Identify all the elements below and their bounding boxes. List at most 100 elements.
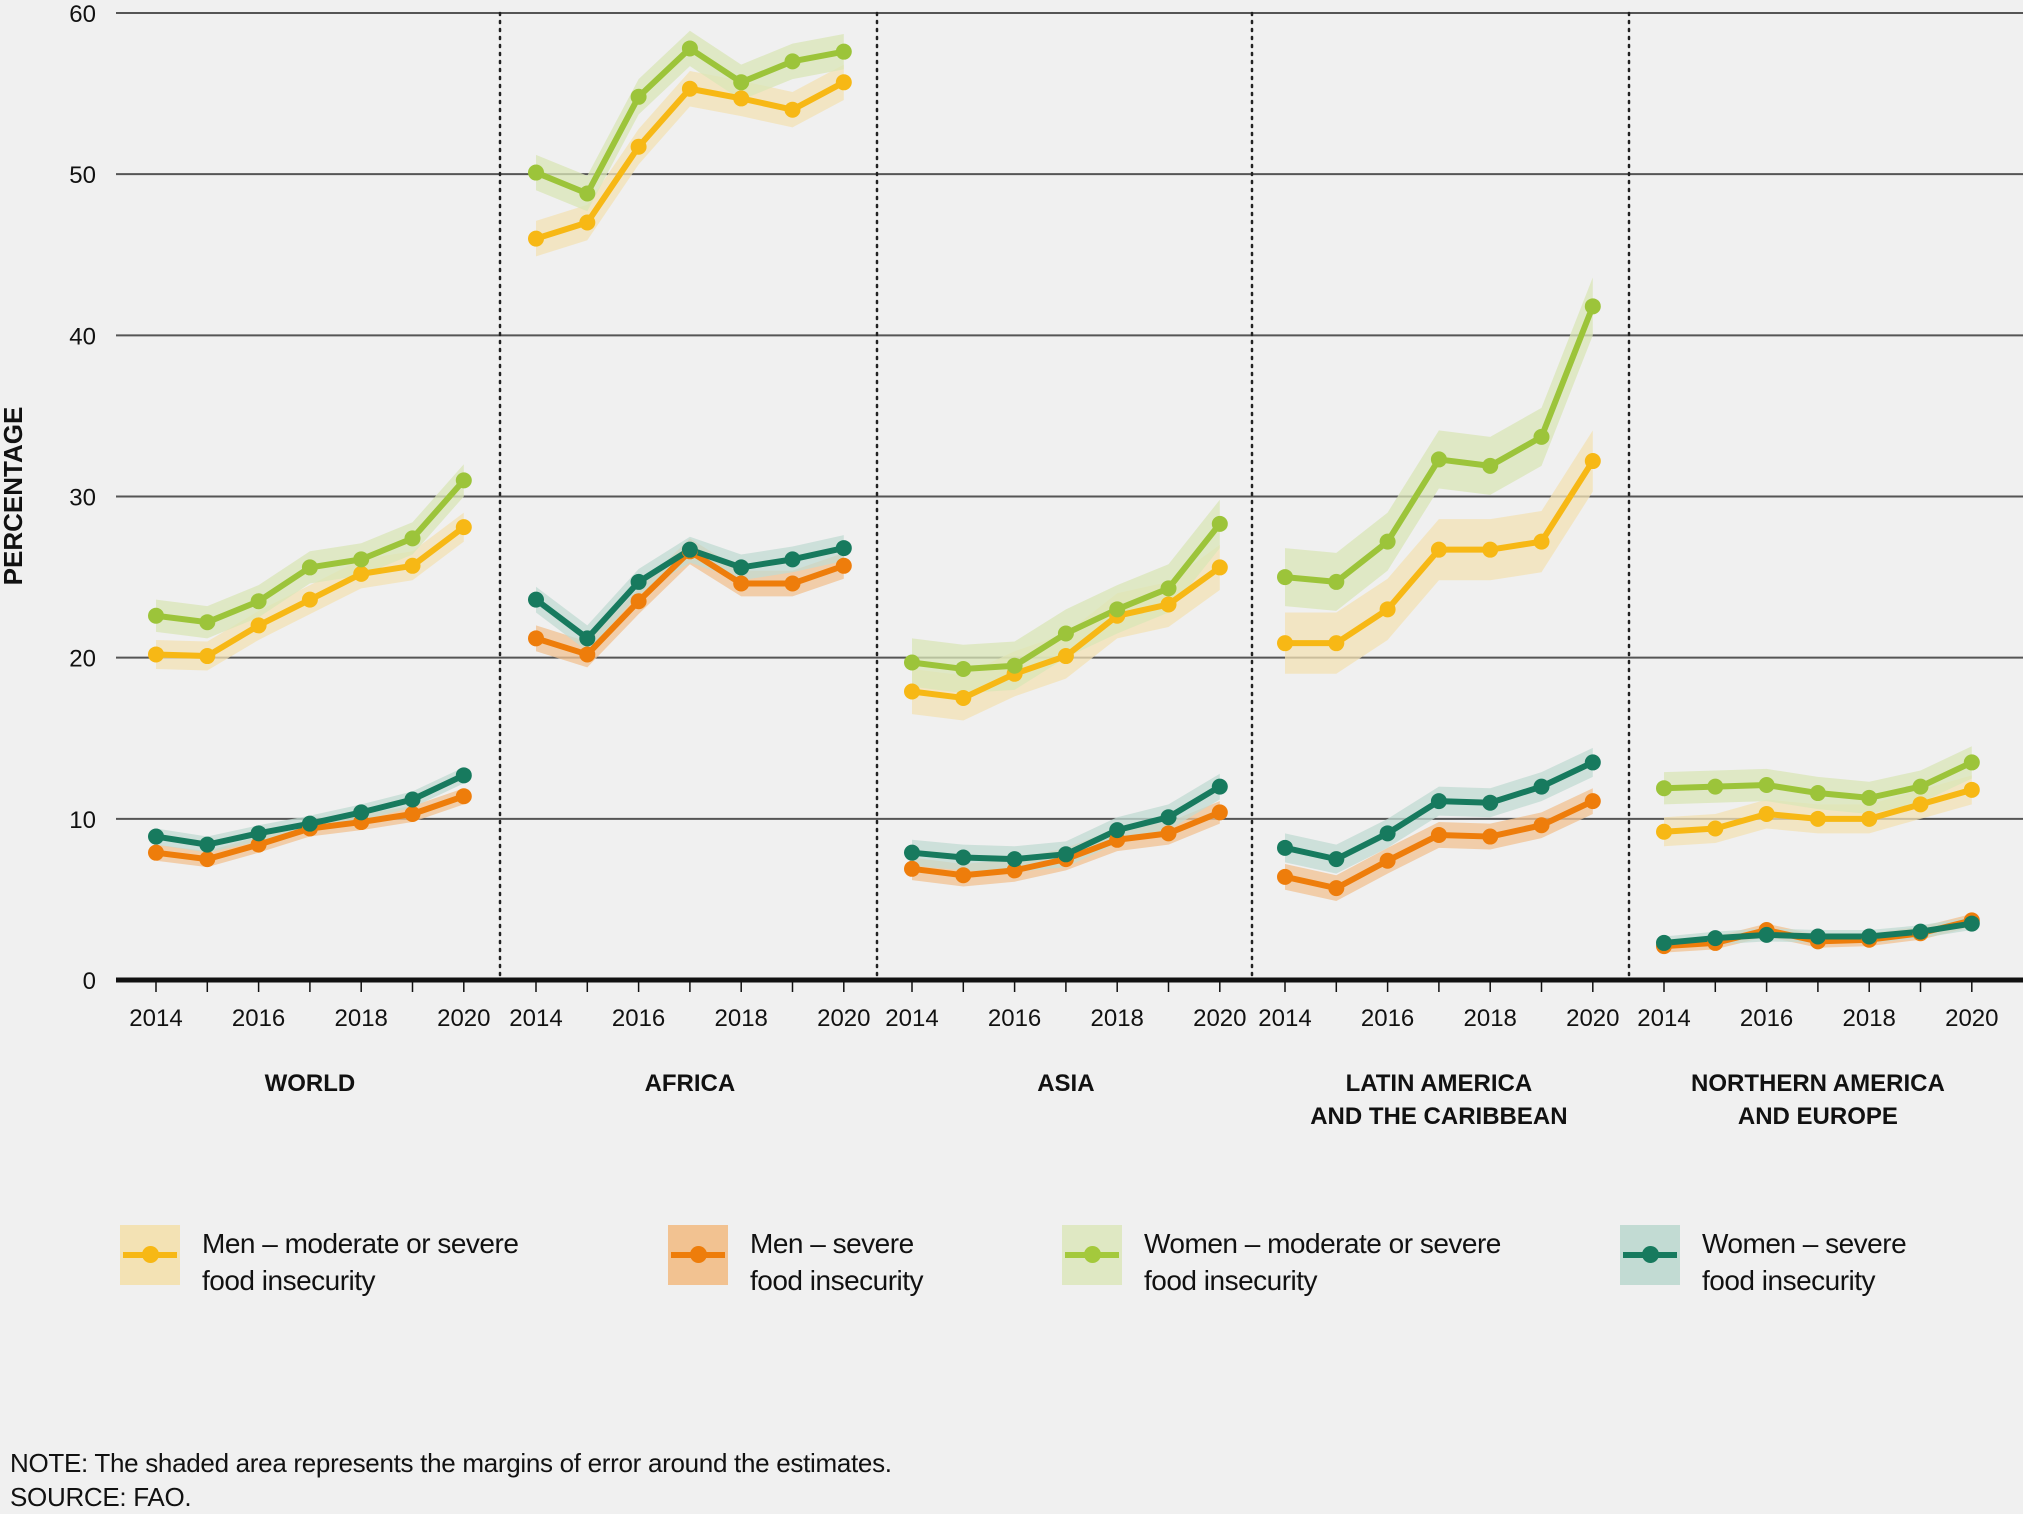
x-tick-label: 2020 bbox=[817, 1005, 870, 1032]
data-point bbox=[1379, 825, 1396, 842]
gridlines bbox=[116, 12, 2023, 820]
error-bands bbox=[156, 30, 1972, 953]
x-axis: 2014 2016 2018 2020 2014 2016 2018 2020 2014 2016… bbox=[116, 977, 2023, 1032]
data-point bbox=[1482, 828, 1499, 845]
x-tick-label: 2014 bbox=[509, 1005, 562, 1032]
x-tick-label: 2020 bbox=[1945, 1005, 1998, 1032]
data-point bbox=[1109, 822, 1126, 839]
x-tick-label: 2020 bbox=[1193, 1005, 1246, 1032]
note-text: NOTE: The shaded area represents the mar… bbox=[10, 1448, 892, 1478]
region-label: NORTHERN AMERICA bbox=[1691, 1070, 1945, 1097]
data-point bbox=[1379, 601, 1396, 618]
x-tick-label: 2016 bbox=[612, 1005, 665, 1032]
region-label-line2: AND THE CARIBBEAN bbox=[1310, 1103, 1567, 1130]
data-point bbox=[1809, 928, 1826, 945]
data-point bbox=[1057, 846, 1074, 863]
y-axis-ticks: 0 10 20 30 40 50 60 bbox=[69, 1, 96, 995]
data-point bbox=[301, 559, 318, 576]
error-band-women-sev bbox=[912, 773, 1220, 873]
data-point bbox=[1809, 810, 1826, 827]
x-tick-label: 2016 bbox=[1361, 1005, 1414, 1032]
data-point bbox=[784, 53, 801, 70]
data-point bbox=[579, 214, 596, 231]
data-point bbox=[733, 559, 750, 576]
x-tick-label: 2016 bbox=[232, 1005, 285, 1032]
data-point bbox=[1707, 820, 1724, 837]
legend-label: Men – severe bbox=[750, 1228, 914, 1259]
data-point bbox=[1160, 809, 1177, 826]
data-point bbox=[835, 540, 852, 557]
data-point bbox=[904, 683, 920, 700]
data-point bbox=[1758, 926, 1775, 943]
data-point bbox=[681, 80, 698, 97]
data-point bbox=[904, 860, 920, 877]
chart-canvas: 0 10 20 30 40 50 60 PERCENTAGE 2014 2016 2018 202… bbox=[0, 1, 2023, 1130]
data-point bbox=[1430, 793, 1447, 810]
data-point bbox=[1482, 541, 1499, 558]
y-tick-label: 30 bbox=[69, 485, 96, 512]
data-point bbox=[455, 472, 472, 489]
data-point bbox=[250, 593, 267, 610]
x-tick-label: 2018 bbox=[1464, 1005, 1517, 1032]
data-point bbox=[353, 565, 370, 582]
data-point bbox=[904, 844, 920, 861]
data-point bbox=[301, 815, 318, 832]
data-point bbox=[1861, 928, 1878, 945]
data-point bbox=[579, 185, 596, 202]
data-point bbox=[1379, 852, 1396, 869]
data-point bbox=[1328, 851, 1345, 868]
y-axis-label: PERCENTAGE bbox=[0, 407, 28, 586]
data-point bbox=[681, 40, 698, 57]
data-point bbox=[1533, 778, 1550, 795]
y-tick-label: 50 bbox=[69, 162, 96, 189]
data-point bbox=[199, 851, 216, 868]
data-point bbox=[579, 630, 596, 647]
data-point bbox=[1584, 754, 1601, 771]
data-point bbox=[630, 593, 647, 610]
x-tick-label: 2018 bbox=[1843, 1005, 1896, 1032]
data-point bbox=[630, 573, 647, 590]
data-point bbox=[455, 767, 472, 784]
legend-item-women-severe: Women – severe food insecurity bbox=[1620, 1225, 2023, 1299]
data-point bbox=[1533, 817, 1550, 834]
data-point bbox=[1861, 810, 1878, 827]
data-point bbox=[1584, 793, 1601, 810]
region-label: AFRICA bbox=[645, 1070, 736, 1097]
data-point bbox=[630, 138, 647, 155]
data-point bbox=[455, 519, 472, 536]
data-point bbox=[1006, 862, 1023, 879]
data-point bbox=[1109, 601, 1126, 618]
legend-label: Women – moderate or severe bbox=[1144, 1228, 1501, 1259]
error-band-women-sev bbox=[156, 767, 464, 853]
y-tick-label: 20 bbox=[69, 646, 96, 673]
data-point bbox=[1211, 515, 1228, 532]
data-point bbox=[199, 614, 216, 631]
data-point bbox=[148, 646, 164, 663]
data-point bbox=[1963, 781, 1980, 798]
data-point bbox=[1963, 754, 1980, 771]
y-tick-label: 0 bbox=[83, 968, 96, 995]
data-point bbox=[1963, 915, 1980, 932]
legend: Men – moderate or severe food insecurity… bbox=[0, 1225, 2023, 1315]
data-point bbox=[353, 551, 370, 568]
data-point bbox=[1912, 796, 1929, 813]
data-point bbox=[1861, 789, 1878, 806]
data-point bbox=[1006, 657, 1023, 674]
data-point bbox=[404, 530, 421, 547]
error-band-men-mod bbox=[536, 64, 844, 257]
data-point bbox=[1656, 934, 1672, 951]
data-point bbox=[528, 591, 544, 608]
data-point bbox=[1707, 930, 1724, 947]
data-point bbox=[835, 74, 852, 91]
y-tick-label: 40 bbox=[69, 323, 96, 350]
error-band-women-mod bbox=[1664, 746, 1972, 814]
data-point bbox=[1482, 457, 1499, 474]
region-label: WORLD bbox=[265, 1070, 356, 1097]
region-label-line2: AND EUROPE bbox=[1738, 1103, 1898, 1130]
data-point bbox=[528, 630, 544, 647]
legend-label: food insecurity bbox=[750, 1265, 924, 1296]
source-text: SOURCE: FAO. bbox=[10, 1482, 192, 1512]
error-band-women-mod bbox=[1285, 277, 1593, 611]
data-point bbox=[353, 804, 370, 821]
data-point bbox=[1707, 778, 1724, 795]
